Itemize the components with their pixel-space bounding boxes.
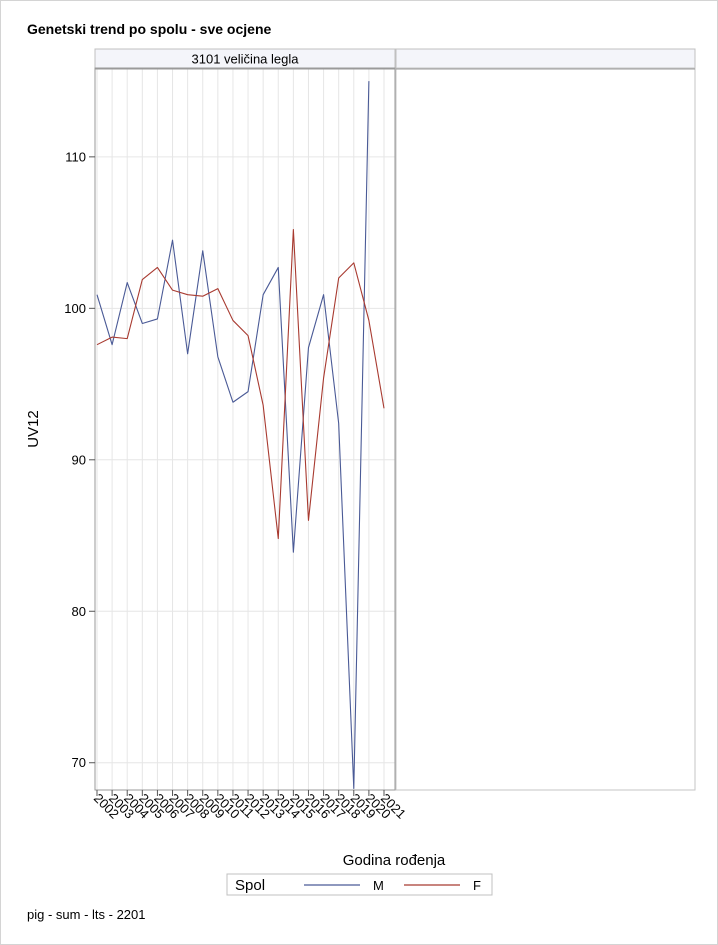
y-tick-label: 90: [72, 452, 86, 467]
series-line-f: [96, 229, 385, 540]
chart-title: Genetski trend po spolu - sve ocjene: [27, 21, 272, 37]
x-axis-label: Godina rođenja: [343, 852, 446, 869]
y-tick-label: 70: [72, 755, 86, 770]
series-line-m: [96, 81, 370, 790]
x-axis: 2002200320042005200620072008200920102011…: [91, 790, 409, 822]
y-axis: 70 80 90 100 110: [64, 149, 95, 770]
legend-label-f: F: [473, 878, 481, 893]
panel-border: [94, 67, 396, 791]
panel-left: 3101 veličina legla: [94, 48, 396, 791]
legend-label-m: M: [373, 878, 384, 893]
panel-right-header: [395, 48, 696, 69]
y-tick-label: 100: [64, 301, 86, 316]
y-tick-label: 110: [65, 149, 86, 164]
series-lines: [96, 81, 385, 790]
footnote: pig - sum - lts - 2201: [27, 907, 146, 922]
legend-title: Spol: [235, 877, 265, 894]
y-tick-label: 80: [72, 604, 86, 619]
panel-right-empty: [395, 48, 696, 791]
panel-right-border: [395, 67, 696, 791]
y-axis-label: UV12: [25, 410, 42, 448]
panel-title: 3101 veličina legla: [192, 52, 300, 67]
gridlines: [95, 69, 395, 790]
